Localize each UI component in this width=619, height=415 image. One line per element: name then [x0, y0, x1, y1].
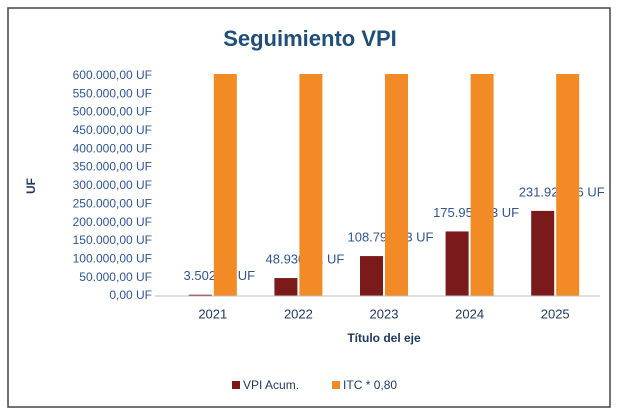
y-tick-label: 450.000,00 UF: [73, 123, 152, 137]
bar: [531, 210, 555, 296]
y-tick-label: 550.000,00 UF: [73, 86, 152, 100]
x-axis-title: Título del eje: [347, 331, 421, 345]
x-tick-label: 2025: [541, 306, 570, 321]
bar: [213, 74, 237, 296]
y-tick-label: 200.000,00 UF: [73, 215, 152, 229]
y-tick-label: 600.000,00 UF: [73, 68, 152, 82]
bar: [445, 231, 469, 296]
y-tick-label: 100.000,00 UF: [73, 251, 152, 265]
y-tick-label: 50.000,00 UF: [79, 270, 152, 284]
y-tick-label: 300.000,00 UF: [73, 178, 152, 192]
legend-label: ITC * 0,80: [343, 378, 397, 392]
y-tick-label: 150.000,00 UF: [73, 233, 152, 247]
chart-title: Seguimiento VPI: [223, 26, 397, 51]
bar: [385, 74, 408, 296]
legend-swatch: [332, 381, 341, 389]
y-tick-label: 350.000,00 UF: [73, 160, 152, 174]
y-tick-label: 250.000,00 UF: [73, 196, 152, 210]
x-tick-label: 2021: [198, 306, 227, 321]
bar: [556, 74, 580, 296]
y-axis-title: UF: [24, 178, 38, 194]
bar: [299, 74, 323, 296]
x-tick-label: 2023: [370, 306, 399, 321]
y-tick-label: 0,00 UF: [109, 288, 152, 302]
bar: [274, 278, 298, 296]
y-tick-label: 500.000,00 UF: [73, 105, 152, 119]
legend-label: VPI Acum.: [243, 378, 299, 392]
y-tick-label: 400.000,00 UF: [73, 141, 152, 155]
bar: [360, 256, 383, 296]
legend-swatch: [232, 381, 240, 389]
bar: [188, 294, 212, 296]
x-tick-label: 2024: [455, 306, 484, 321]
bar: [470, 74, 494, 296]
x-tick-label: 2022: [284, 306, 313, 321]
